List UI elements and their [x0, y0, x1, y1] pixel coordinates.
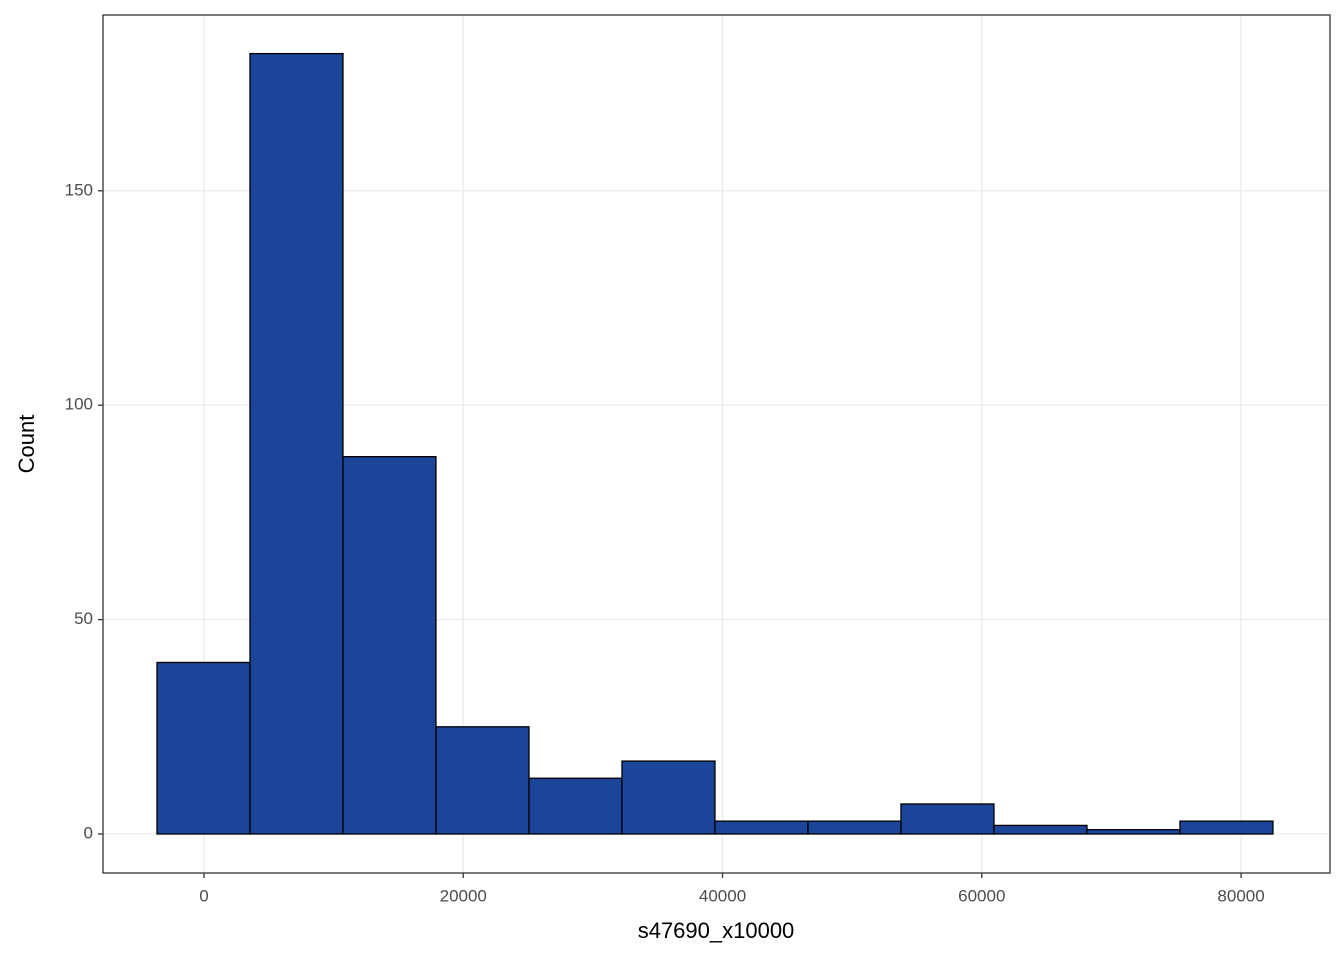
x-tick-label: 60000: [958, 886, 1005, 905]
y-axis-title: Count: [14, 415, 39, 474]
x-axis-title: s47690_x10000: [638, 918, 795, 943]
y-tick-label: 50: [74, 609, 93, 628]
x-tick-label: 0: [199, 886, 208, 905]
bar: [156, 661, 251, 835]
bar: [621, 760, 716, 835]
bar: [900, 803, 995, 835]
bars: [156, 52, 1274, 835]
y-tick-label: 0: [84, 823, 93, 842]
x-tick-label: 20000: [440, 886, 487, 905]
bar: [342, 455, 437, 835]
y-tick-label: 100: [65, 395, 93, 414]
bar: [1179, 820, 1274, 835]
axes: 0 50 100 150 0 20000 40000 60000 80000: [65, 180, 1265, 905]
panel-border: [102, 14, 1331, 874]
bar: [528, 777, 623, 835]
bar: [807, 820, 902, 835]
bar: [993, 824, 1088, 835]
x-tick-label: 40000: [699, 886, 746, 905]
y-tick-label: 150: [65, 180, 93, 199]
bar: [714, 820, 809, 835]
bar: [249, 52, 344, 835]
x-tick-label: 80000: [1217, 886, 1264, 905]
bar: [1086, 829, 1181, 835]
bar: [435, 726, 530, 835]
